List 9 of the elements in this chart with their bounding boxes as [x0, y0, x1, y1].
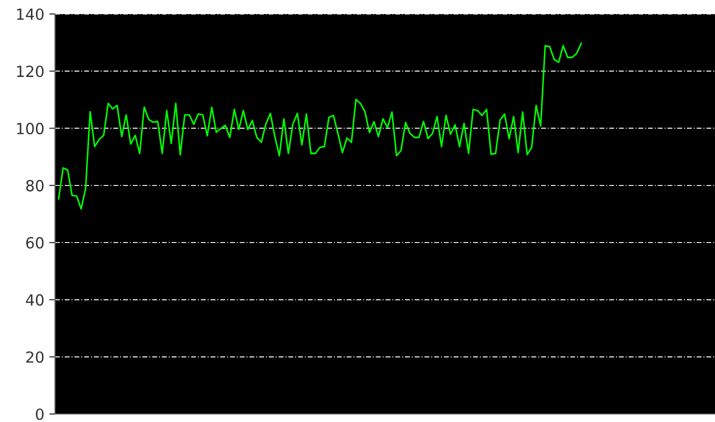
y-tick-label: 100 — [17, 122, 44, 134]
y-tick-label: 40 — [26, 294, 44, 306]
y-tick-label: 140 — [17, 8, 44, 20]
y-tick-label: 80 — [26, 180, 44, 192]
y-tick-label: 0 — [36, 408, 44, 420]
y-tick-label: 120 — [17, 66, 44, 78]
line-series — [58, 42, 582, 210]
y-tick-label: 60 — [26, 237, 44, 249]
y-tick-label: 20 — [26, 351, 44, 363]
